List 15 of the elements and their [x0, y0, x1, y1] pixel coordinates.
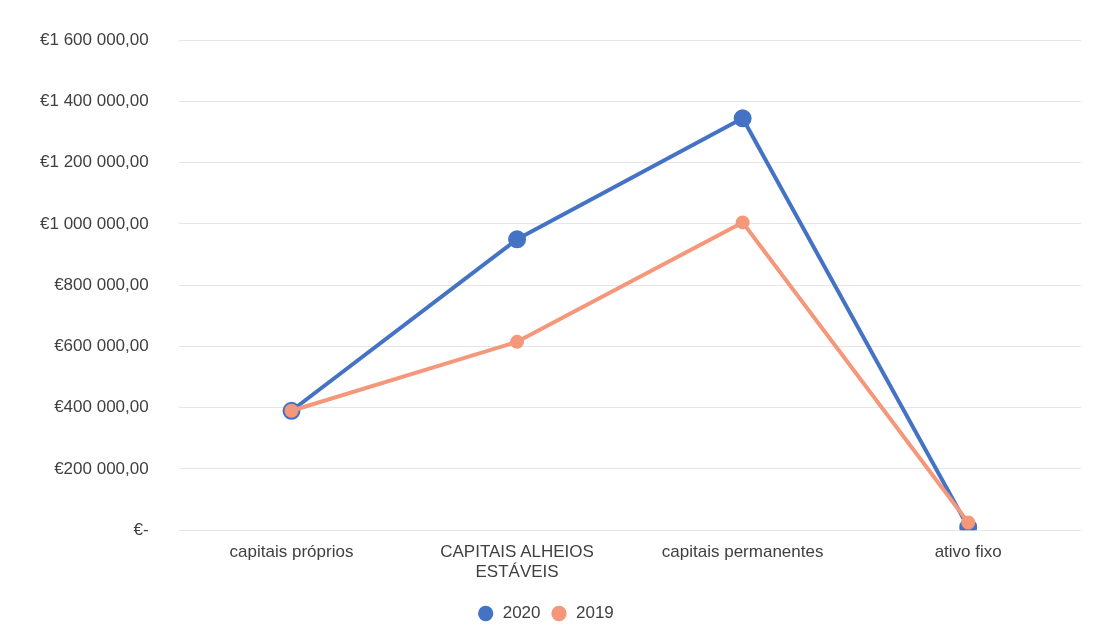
y-tick-label: €1 600 000,00: [40, 29, 149, 49]
y-tick-label: €-: [133, 519, 149, 539]
y-tick-label: €800 000,00: [54, 274, 149, 294]
y-tick-label: €600 000,00: [54, 336, 149, 356]
legend-label: 2019: [576, 603, 614, 623]
x-tick-label: capitais permanentes: [661, 542, 824, 562]
x-tick-label: ativo fixo: [934, 542, 1002, 562]
x-tick-label: capitais próprios: [229, 542, 354, 562]
y-tick-label: €1 400 000,00: [40, 91, 149, 111]
y-tick-label: €400 000,00: [54, 397, 149, 417]
y-tick-label: €200 000,00: [54, 458, 149, 478]
y-tick-label: €1 200 000,00: [40, 152, 149, 172]
y-tick-label: €1 000 000,00: [40, 213, 149, 233]
legend-label: 2020: [502, 603, 541, 623]
x-tick-label: CAPITAIS ALHEIOS ESTÁVEIS: [440, 542, 594, 582]
